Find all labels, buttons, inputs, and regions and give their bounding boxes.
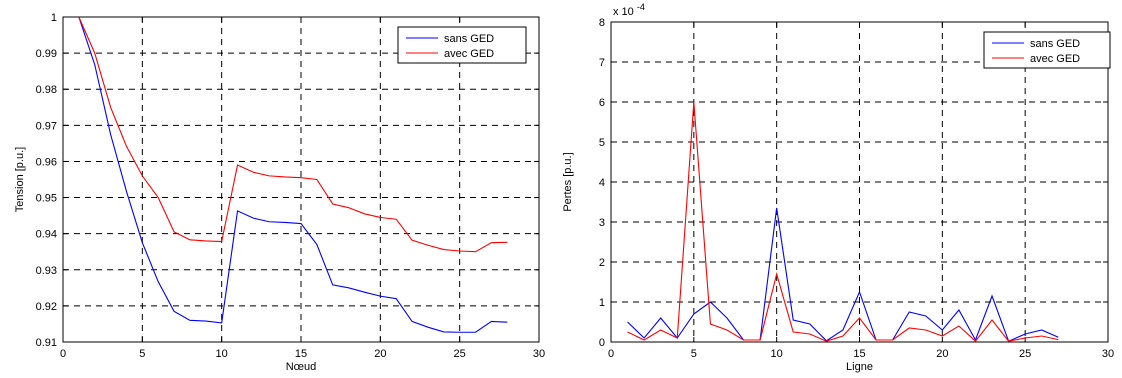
legend-box [397,26,527,64]
legend-label: sans GED [1030,38,1080,50]
y-tick-label: 3 [599,217,605,229]
y-tick-label: 1 [51,12,57,24]
legend-label: sans GED [444,33,494,45]
legend-label: avec GED [1030,53,1080,65]
y-axis-label: Tension [p.u.] [14,147,26,212]
x-tick-label: 10 [216,348,228,360]
y-tick-label: 6 [599,97,605,109]
y-exponent-label: x 10 -4 [613,2,645,18]
x-tick-label: 15 [295,348,307,360]
x-tick-label: 30 [533,348,545,360]
y-tick-label: 0.97 [36,120,57,132]
chart-1: 0 5 10 15 20 25 30 0.91 0.92 0.93 0.94 0.95 0.96 0.97… [14,12,545,373]
legend-box [983,31,1111,69]
plot-area [63,17,539,342]
y-tick-label: 8 [599,17,605,29]
x-tick-label: 30 [1102,348,1114,360]
legend: sans GED avec GED [397,26,527,64]
y-tick-label: 0.94 [36,229,57,241]
y-exponent-power: -4 [637,2,645,12]
y-tick-label: 1 [599,297,605,309]
y-tick-label: 0.98 [36,84,57,96]
y-tick-label: 2 [599,257,605,269]
x-tick-label: 25 [454,348,466,360]
x-axis-label: Nœud [286,361,317,373]
x-tick-label: 20 [936,348,948,360]
y-tick-label: 7 [599,57,605,69]
y-axis-label: Pertes [p.u.] [562,152,574,211]
x-axis-label: Ligne [846,361,873,373]
y-tick-label: 0.91 [36,337,57,349]
x-tick-label: 25 [1019,348,1031,360]
y-tick-label: 0.92 [36,301,57,313]
x-tick-label: 15 [853,348,865,360]
x-tick-label: 20 [374,348,386,360]
series-line-avec-ged [627,101,1059,343]
y-tick-label: 0 [599,337,605,349]
series-line-sans-ged [78,16,508,333]
x-tick-label: 5 [691,348,697,360]
y-tick-label: 0.99 [36,48,57,60]
x-tick-label: 10 [771,348,783,360]
y-tick-label: 4 [599,177,605,189]
legend-label: avec GED [444,48,494,60]
series-line-sans-ged [627,207,1059,342]
y-tick-label: 5 [599,137,605,149]
y-tick-label: 0.95 [36,193,57,205]
y-tick-label: 0.96 [36,156,57,168]
x-tick-label: 0 [608,348,614,360]
x-tick-label: 0 [60,348,66,360]
chart-2: 0 5 10 15 20 25 30 0 1 2 3 4 5 6 7 8 x 10 -4 Ligne Pertes … [562,2,1114,373]
legend: sans GED avec GED [983,31,1111,69]
x-tick-label: 5 [139,348,145,360]
y-tick-label: 0.93 [36,265,57,277]
series-line-avec-ged [78,16,508,253]
